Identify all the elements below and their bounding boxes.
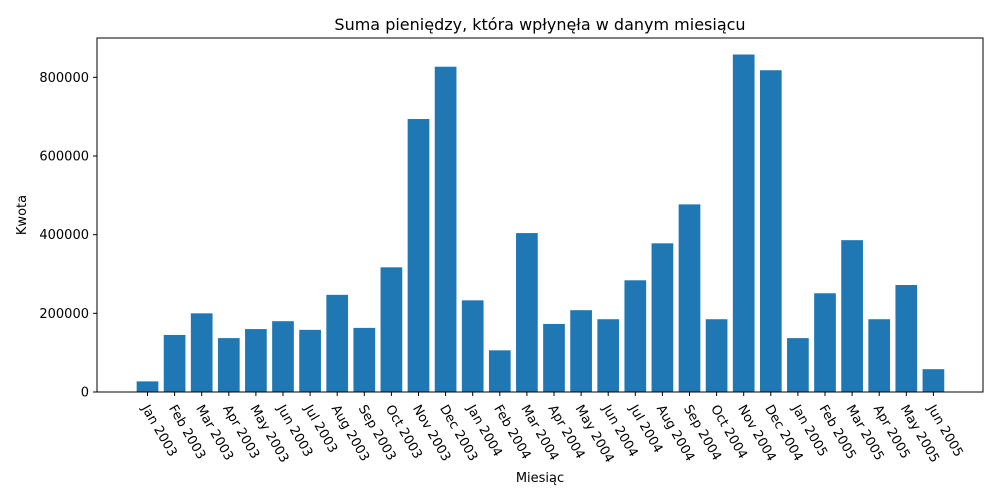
bar [353,327,376,392]
y-tick-label: 600000 [39,150,89,165]
bar [299,329,321,392]
y-tick-label: 400000 [39,228,89,243]
bar [759,70,782,392]
bar [651,243,674,392]
bar [245,329,267,392]
bar [597,319,620,392]
bar [217,338,240,392]
bar [136,381,159,392]
x-axis-label: Miesiąc [516,471,564,486]
chart-title: Suma pieniędzy, która wpłynęła w danym m… [334,15,745,34]
bar [461,300,484,392]
y-axis-label: Kwota [15,195,30,235]
bar [705,319,728,392]
bar [380,267,403,392]
bar [814,293,836,392]
y-tick-label: 0 [81,386,89,401]
bar [732,54,755,393]
bar [570,310,592,392]
y-tick-label: 800000 [39,71,89,86]
bar [516,233,538,392]
bar [326,294,349,392]
bar [868,319,891,392]
bar [624,280,647,392]
bar [488,350,511,392]
bar [190,313,213,392]
bar [895,285,918,392]
bar [922,369,945,392]
bar [407,119,430,392]
bar [434,66,457,393]
bar [678,204,701,392]
bar [543,323,565,392]
bar [787,338,809,392]
plot-frame [96,37,984,393]
y-tick-label: 200000 [39,307,89,322]
bar [163,334,186,392]
bar [841,240,863,392]
bar [272,321,294,392]
